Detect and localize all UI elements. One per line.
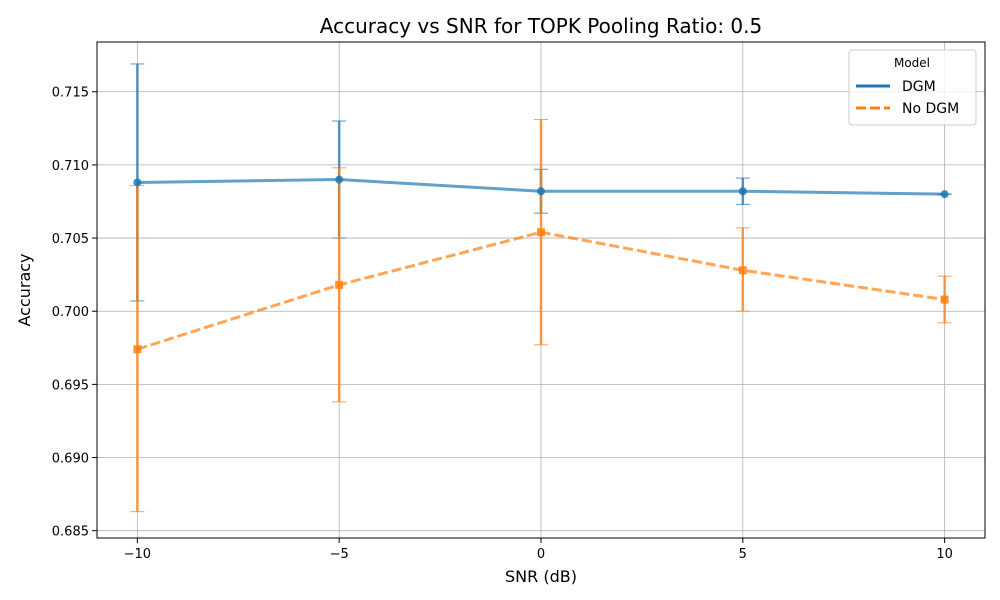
data-point-dgm	[537, 187, 545, 196]
legend-title: Model	[894, 56, 930, 70]
x-tick-label: 10	[936, 547, 953, 562]
y-tick-label: 0.715	[52, 86, 89, 101]
data-point-dgm	[335, 175, 344, 184]
data-point-no-dgm	[940, 295, 949, 304]
data-point-dgm	[133, 178, 142, 187]
x-tick-label: −5	[330, 547, 349, 562]
legend-box	[848, 49, 977, 126]
y-tick-label: 0.710	[52, 159, 89, 174]
series-markers	[133, 175, 949, 354]
legend: Model DGM No DGM	[848, 49, 977, 126]
y-tick-label: 0.690	[52, 452, 89, 467]
chart-title: Accuracy vs SNR for TOPK Pooling Ratio: …	[320, 14, 762, 38]
y-tick-label: 0.685	[52, 525, 89, 540]
data-point-no-dgm	[133, 345, 142, 354]
y-axis-label: Accuracy	[15, 253, 34, 326]
data-point-dgm	[940, 190, 949, 199]
data-point-no-dgm	[335, 280, 344, 289]
y-tick-label: 0.705	[52, 232, 89, 247]
x-axis-label: SNR (dB)	[505, 567, 577, 586]
data-point-no-dgm	[738, 266, 747, 275]
legend-label-no-dgm: No DGM	[902, 101, 959, 117]
x-tick-label: 5	[739, 547, 747, 562]
x-tick-label: 0	[537, 547, 545, 562]
legend-label-dgm: DGM	[902, 79, 936, 95]
x-tick-label: −10	[124, 547, 151, 562]
data-point-dgm	[738, 187, 747, 196]
axis-ticks: −10 −5 0 5 10 0.685 0.690 0.695 0.700 0.705 0.710 0…	[52, 86, 953, 562]
y-tick-label: 0.700	[52, 305, 89, 320]
data-point-no-dgm	[537, 228, 545, 237]
y-tick-label: 0.695	[52, 378, 89, 393]
